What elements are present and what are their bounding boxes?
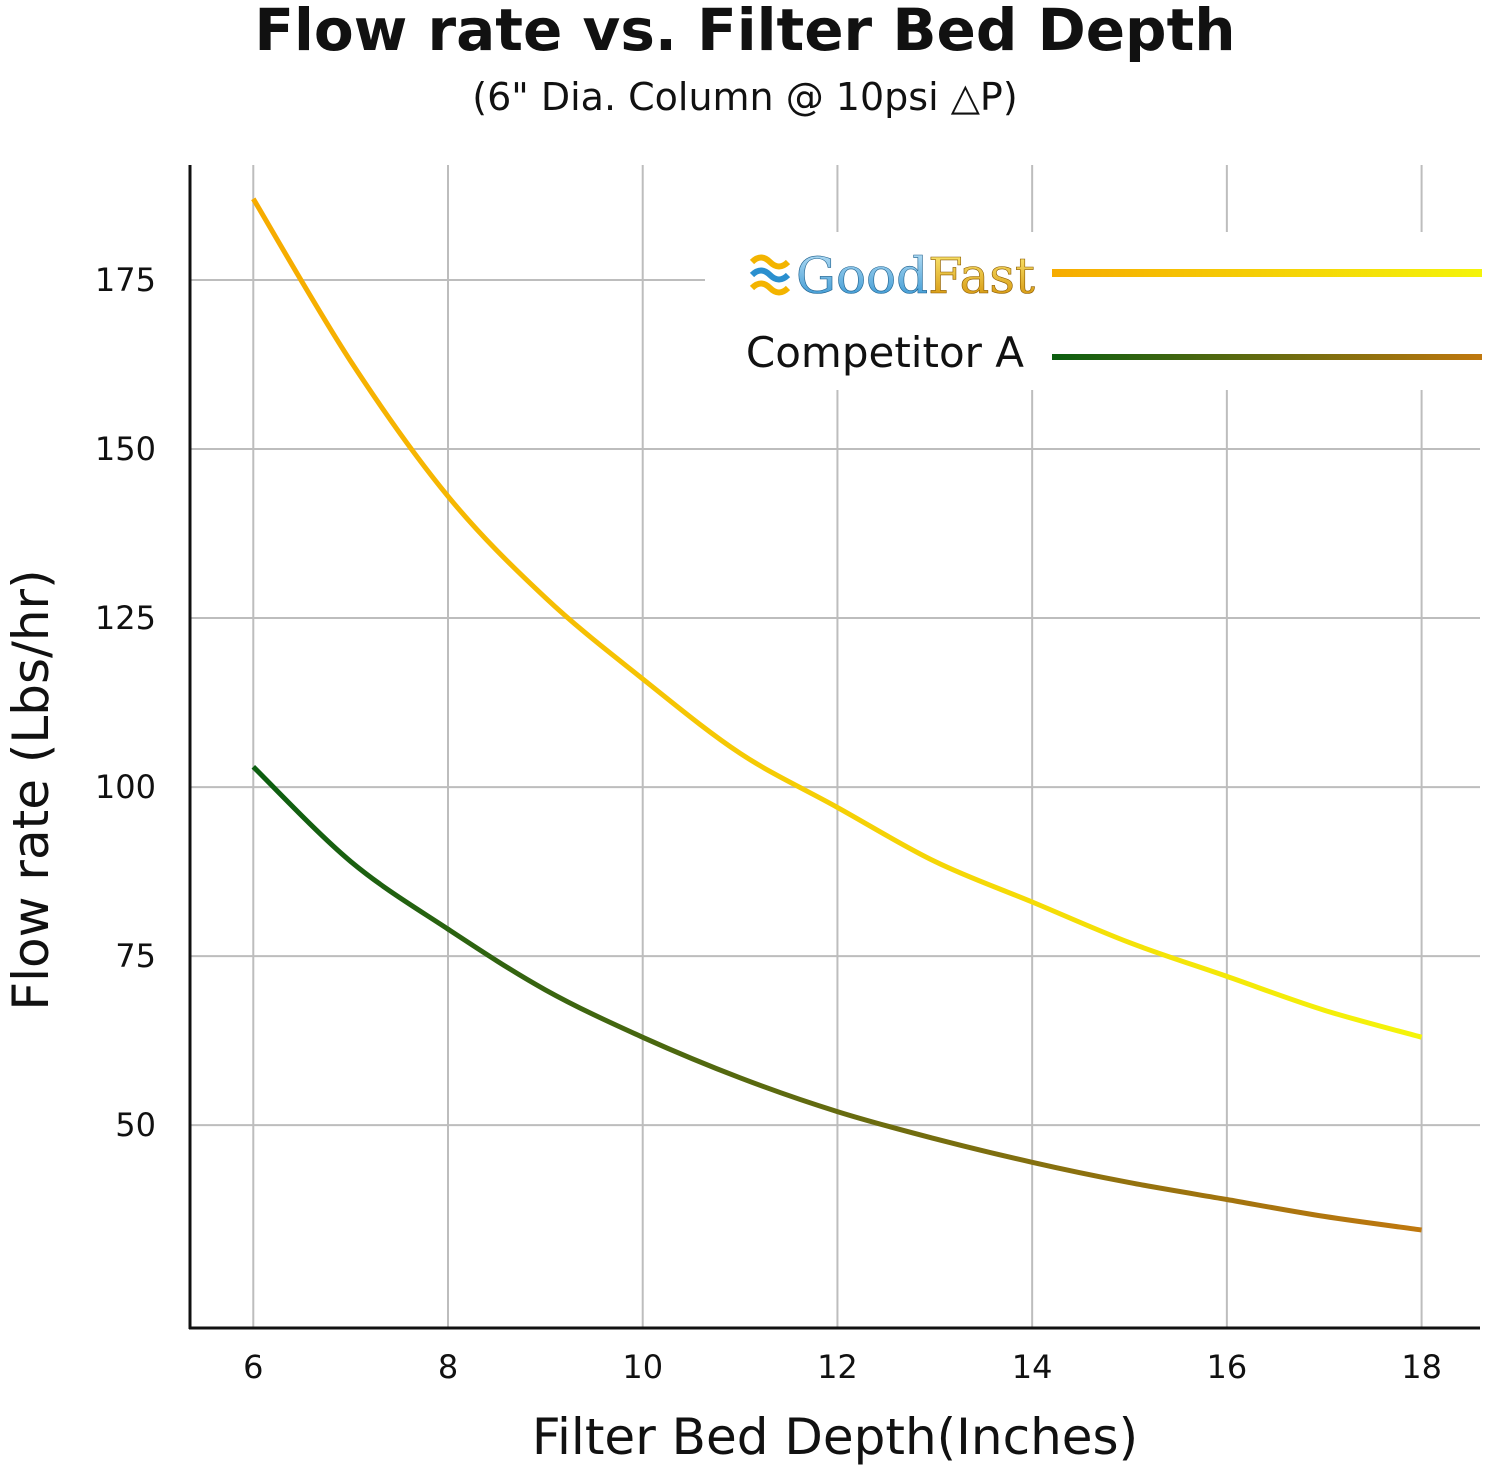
- x-tick-label: 8: [438, 1348, 458, 1386]
- y-tick-label: 175: [95, 261, 156, 299]
- x-tick-label: 14: [1012, 1348, 1053, 1386]
- x-tick-label: 16: [1207, 1348, 1248, 1386]
- logo-good-text: Good: [796, 247, 928, 305]
- legend-item-goodfast: GoodFast: [749, 247, 1482, 305]
- x-tick-label: 12: [817, 1348, 858, 1386]
- goodfast-logo: GoodFast: [749, 247, 1035, 305]
- x-axis-label: Filter Bed Depth(Inches): [532, 1408, 1138, 1466]
- legend-label-competitor-a: Competitor A: [746, 328, 1024, 377]
- chart-subtitle: (6" Dia. Column @ 10psi △P): [472, 75, 1017, 119]
- x-tick-label: 6: [243, 1348, 263, 1386]
- wave-icon: [749, 254, 791, 296]
- series-line-competitor-a: [251, 765, 1422, 1233]
- legend-item-competitor-a: Competitor A: [746, 328, 1482, 377]
- y-axis-label: Flow rate (Lbs/hr): [2, 569, 60, 1010]
- legend: GoodFast Competitor A: [705, 232, 1500, 390]
- series-lines: [251, 197, 1423, 1233]
- y-tick-label: 100: [95, 768, 156, 806]
- logo-fast-text: Fast: [928, 247, 1035, 305]
- series-line-goodfast: [251, 197, 1423, 1040]
- x-tick-label: 10: [622, 1348, 663, 1386]
- y-tick-label: 75: [115, 937, 156, 975]
- y-tick-label: 50: [115, 1106, 156, 1144]
- x-tick-label: 18: [1401, 1348, 1442, 1386]
- y-tick-label: 125: [95, 599, 156, 637]
- svg-text:GoodFast: GoodFast: [796, 247, 1035, 305]
- axes: 6 8 10 12 14 16 18 50 75 100 125 150 175: [95, 165, 1480, 1386]
- legend-background: [705, 232, 1500, 390]
- chart-title: Flow rate vs. Filter Bed Depth: [254, 0, 1235, 64]
- y-tick-label: 150: [95, 430, 156, 468]
